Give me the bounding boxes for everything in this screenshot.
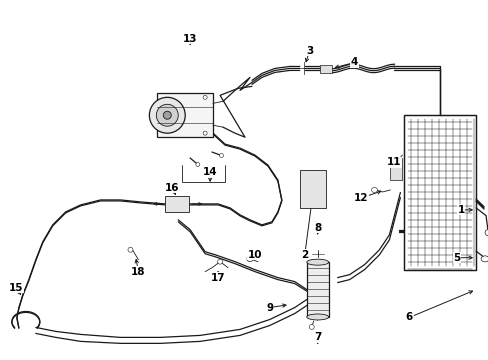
Ellipse shape: [371, 188, 377, 193]
Text: 6: 6: [405, 312, 412, 323]
Ellipse shape: [219, 153, 223, 158]
Ellipse shape: [156, 104, 178, 126]
Text: 13: 13: [183, 33, 197, 44]
Text: 3: 3: [305, 45, 313, 55]
Text: 16: 16: [164, 183, 179, 193]
Ellipse shape: [203, 95, 207, 99]
Ellipse shape: [163, 111, 171, 119]
Text: 15: 15: [9, 283, 23, 293]
Text: 1: 1: [457, 205, 464, 215]
Text: 7: 7: [313, 332, 321, 342]
Ellipse shape: [306, 314, 328, 320]
Ellipse shape: [308, 324, 314, 329]
Ellipse shape: [149, 97, 185, 133]
Text: 2: 2: [301, 250, 308, 260]
Ellipse shape: [196, 162, 200, 166]
Bar: [319, 66, 331, 73]
Ellipse shape: [246, 256, 252, 262]
Text: 12: 12: [354, 193, 368, 203]
Text: 8: 8: [313, 223, 321, 233]
Text: 5: 5: [453, 253, 460, 263]
Bar: [157, 93, 213, 137]
Bar: [404, 115, 475, 270]
Ellipse shape: [128, 247, 133, 252]
Ellipse shape: [203, 131, 207, 135]
Ellipse shape: [484, 230, 488, 235]
Ellipse shape: [480, 256, 488, 262]
Bar: [165, 196, 189, 212]
Text: 17: 17: [210, 273, 225, 283]
Ellipse shape: [306, 259, 328, 265]
Bar: [389, 158, 402, 180]
Text: 10: 10: [247, 250, 262, 260]
Text: 14: 14: [203, 167, 217, 177]
Text: 18: 18: [131, 267, 145, 276]
Ellipse shape: [217, 259, 222, 264]
Text: 4: 4: [350, 58, 358, 67]
Bar: [404, 115, 475, 270]
Bar: [299, 170, 325, 208]
Text: 11: 11: [386, 157, 401, 167]
Bar: [306, 262, 328, 317]
Text: 9: 9: [266, 302, 273, 312]
